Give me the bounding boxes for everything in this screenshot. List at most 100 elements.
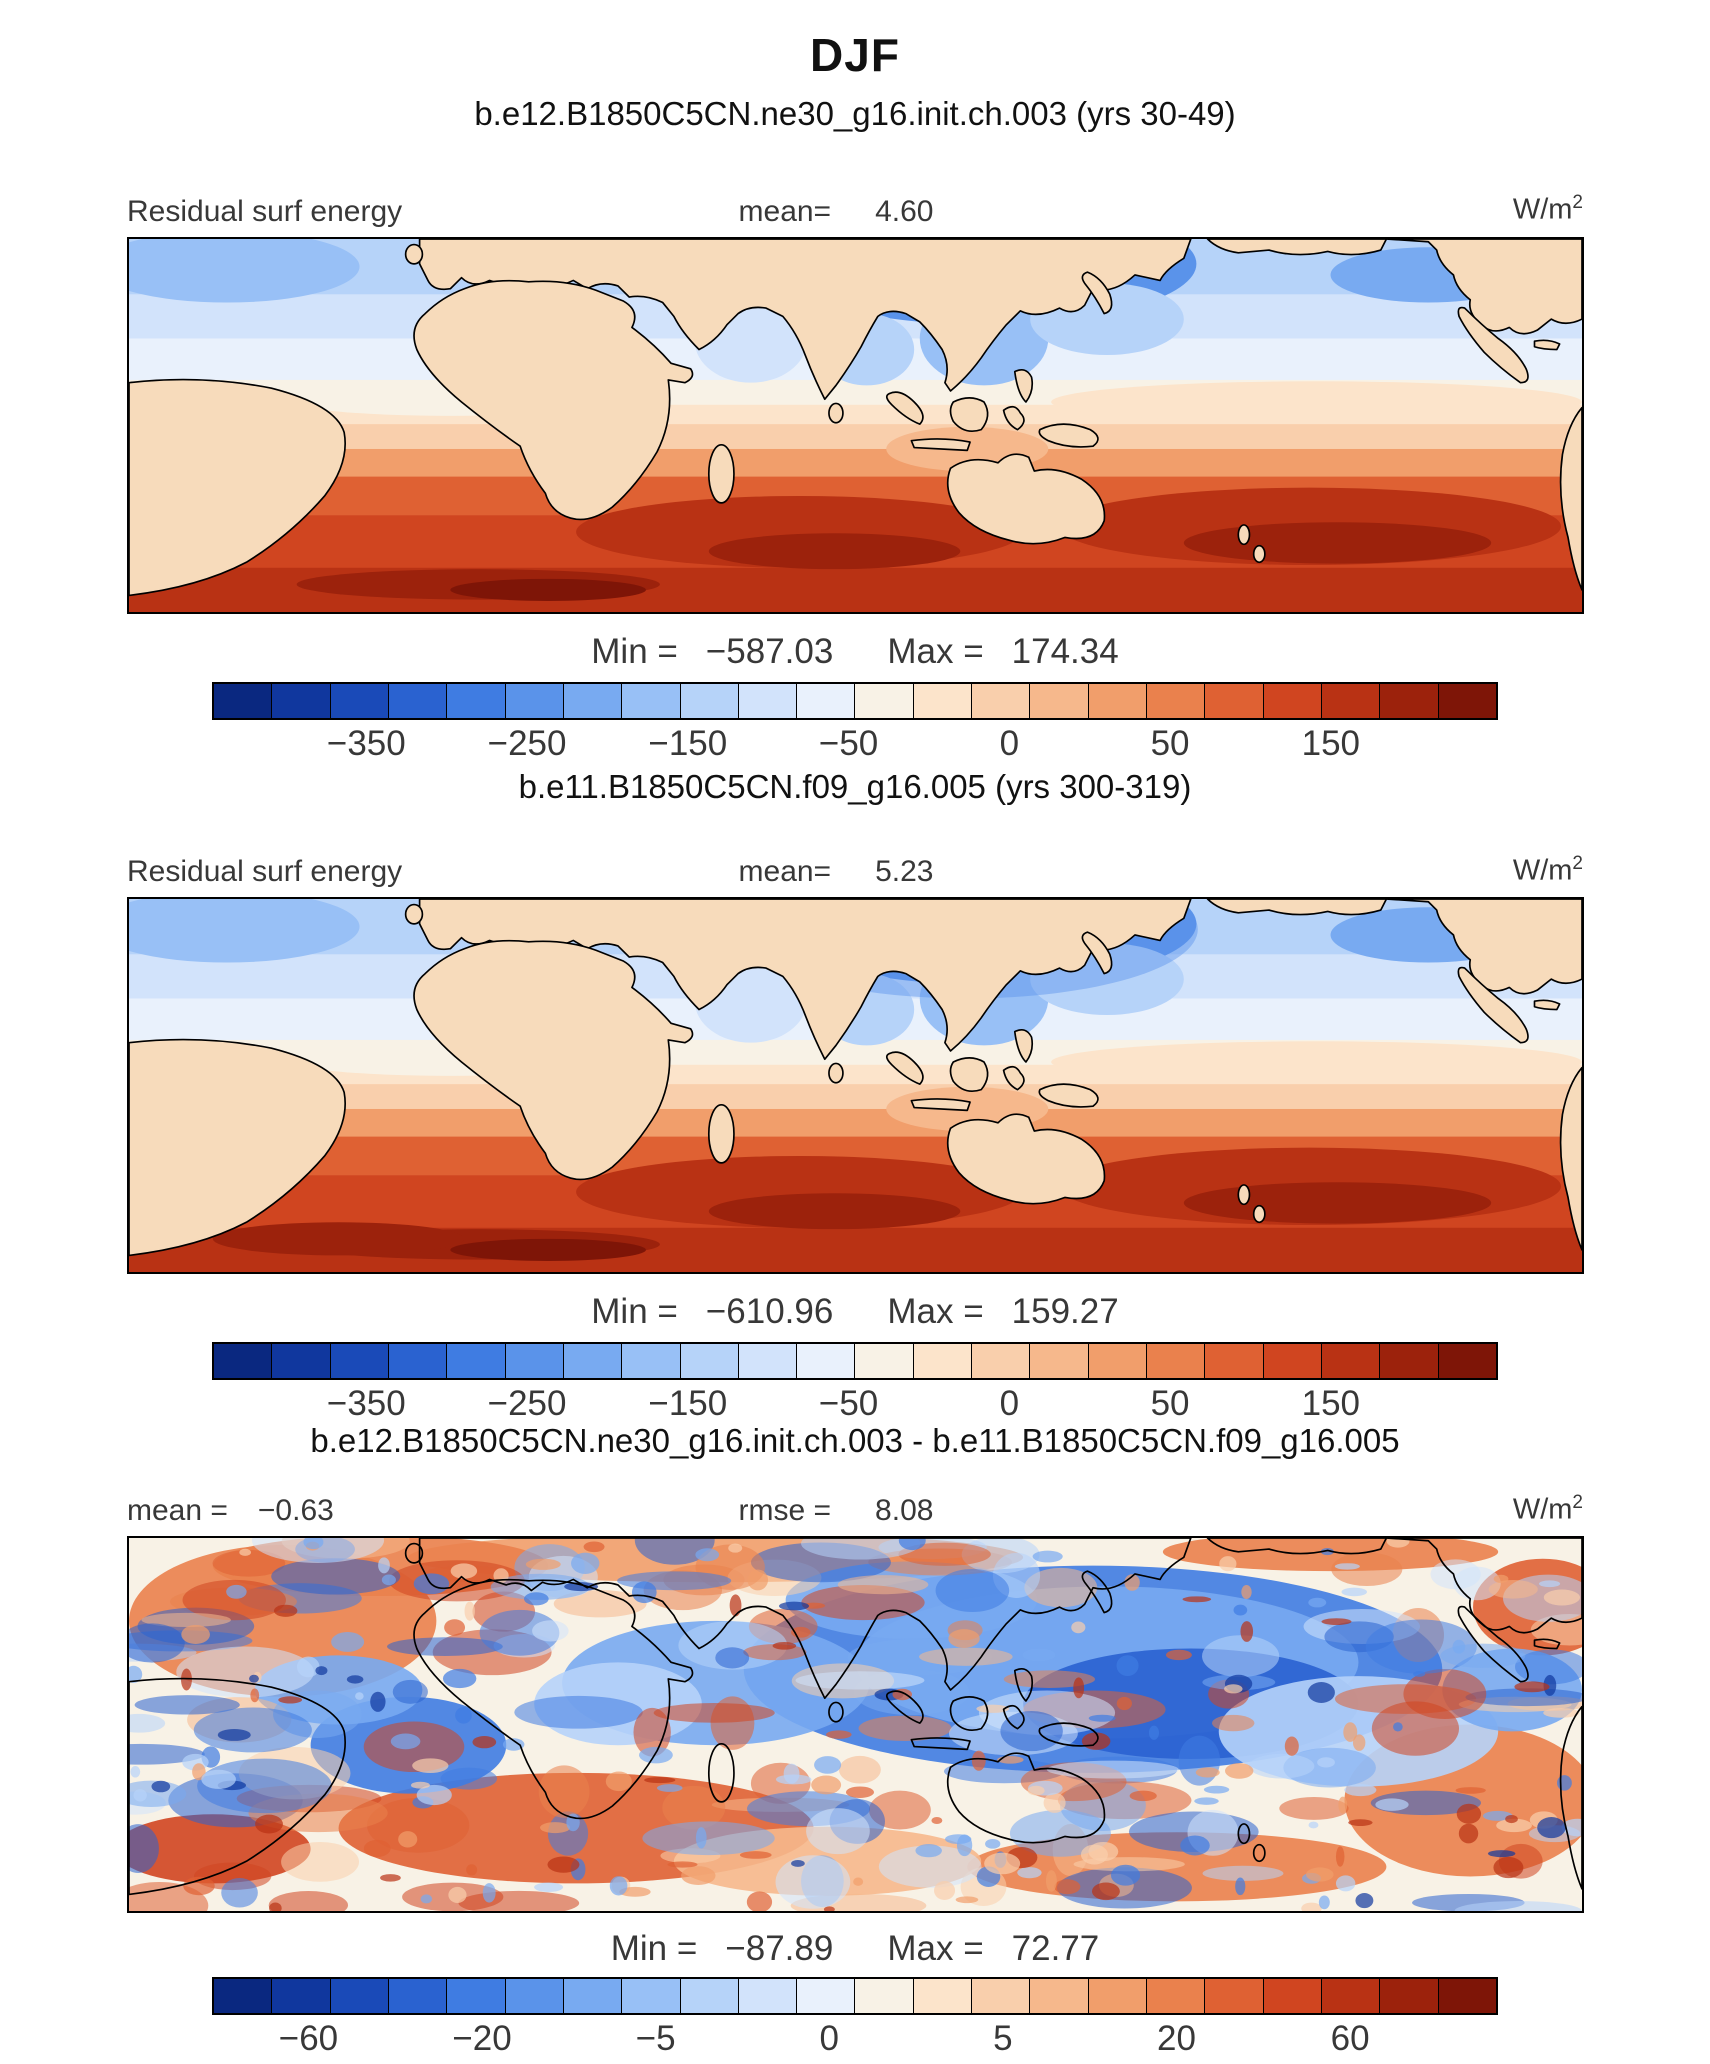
- island: [828, 402, 844, 424]
- colorbar-cell: [1204, 1344, 1263, 1379]
- continent-central_america: [1457, 306, 1529, 384]
- colorbar-cell: [1029, 1344, 1088, 1379]
- colorbar-cell: [1087, 683, 1146, 718]
- continent-cuba: [1533, 1638, 1561, 1650]
- colorbar-tick-label: −60: [278, 2019, 339, 2059]
- continent-australia: [946, 1752, 1106, 1844]
- rmse-value: 8.08: [875, 1494, 934, 1528]
- continent-sulawesi: [1002, 1066, 1025, 1091]
- colorbar-cell: [271, 1344, 330, 1379]
- colorbar-cell: [1379, 1344, 1438, 1379]
- colorbar-wrap-3: −60 −20 −5 0 5 20 60: [212, 1977, 1498, 2058]
- continents: [129, 1538, 1582, 1896]
- colorbar-cell: [504, 1979, 563, 2014]
- field-label: Residual surf energy: [127, 855, 403, 889]
- units-exponent: 2: [1572, 191, 1583, 213]
- continent-sulawesi: [1002, 405, 1025, 431]
- continent-japan: [1081, 931, 1113, 975]
- season-title: DJF: [810, 29, 900, 81]
- continent-south_america_east: [1559, 1706, 1582, 1891]
- island: [828, 1063, 844, 1085]
- island: [1252, 1844, 1266, 1863]
- mean-value: −0.63: [257, 1494, 334, 1528]
- min-label: Min =: [591, 1292, 678, 1332]
- continent-central_america: [1457, 1606, 1529, 1683]
- continent-africa: [413, 940, 694, 1181]
- colorbar-cell: [679, 1344, 738, 1379]
- contour-map-case1: [127, 236, 1584, 614]
- colorbar-cell: [1204, 1979, 1263, 2014]
- mean-readout: mean = −0.63: [127, 1494, 334, 1528]
- colorbar-tick-label: −350: [326, 723, 406, 763]
- colorbar-tick-label: 60: [1330, 2019, 1370, 2059]
- minmax-readout-3: Min = −87.89 Max = 72.77: [127, 1929, 1583, 1969]
- units-base: W/m: [1512, 854, 1573, 887]
- continent-alaska_chukotka: [1206, 1538, 1388, 1555]
- colorbar-cell: [912, 683, 972, 718]
- continent-new_guinea: [1038, 422, 1099, 448]
- colorbar-cell: [621, 1344, 680, 1379]
- units-label: W/m2: [1513, 853, 1583, 888]
- colorbar-cell: [1320, 1344, 1380, 1379]
- colorbar-ticks-case1: −350 −250 −150 −50 0 50 150: [212, 720, 1498, 763]
- colorbar-cell: [854, 683, 913, 718]
- difference-map: [127, 1536, 1584, 1914]
- continent-australia: [946, 1113, 1106, 1205]
- colorbar-cell: [971, 1979, 1030, 2014]
- colorbar-tick-label: −20: [452, 2019, 512, 2059]
- continent-cuba: [1533, 999, 1561, 1011]
- rmse-label: rmse =: [738, 1494, 832, 1528]
- colorbar-tick-label: −150: [648, 1384, 728, 1424]
- colorbar-cell: [1320, 1979, 1380, 2014]
- panel1-header: Residual surf energy mean= 4.60 W/m2: [127, 189, 1583, 231]
- colorbar-tick-label: −250: [487, 1384, 567, 1424]
- colorbar-ticks-case2: −350 −250 −150 −50 0 50 150: [212, 1380, 1498, 1423]
- units-exponent: 2: [1572, 1491, 1583, 1513]
- colorbar-tick-label: −150: [648, 723, 728, 763]
- units-base: W/m: [1512, 1493, 1573, 1526]
- minmax-readout-2: Min = −610.96 Max = 159.27: [127, 1292, 1583, 1332]
- minmax-readout-1: Min = −587.03 Max = 174.34: [127, 632, 1583, 672]
- continent-philippines: [1013, 1029, 1034, 1064]
- colorbar-cell: [679, 683, 738, 718]
- colorbar-cell: [971, 1344, 1030, 1379]
- island: [707, 1743, 735, 1804]
- continent-java: [910, 437, 971, 451]
- min-value: −610.96: [705, 1292, 834, 1332]
- min-value: −587.03: [705, 631, 834, 671]
- case-title-2: b.e11.B1850C5CN.f09_g16.005 (yrs 300-319…: [518, 767, 1192, 805]
- colorbar-cell: [387, 1344, 447, 1379]
- max-label: Max =: [887, 1292, 984, 1332]
- colorbar-cell: [1029, 683, 1088, 718]
- continent-alaska_chukotka: [1206, 899, 1388, 916]
- colorbar-cell: [504, 683, 563, 718]
- colorbar-cell: [796, 1979, 855, 2014]
- continent-philippines: [1013, 1668, 1034, 1703]
- continent-africa: [413, 1579, 694, 1820]
- units-label: W/m2: [1513, 192, 1583, 227]
- colorbar-cell: [1204, 683, 1263, 718]
- colorbar-cell: [971, 683, 1030, 718]
- continent-south_america_east: [1559, 406, 1582, 591]
- continent-new_guinea: [1038, 1083, 1099, 1109]
- mean-readout: mean= 5.23: [739, 855, 934, 889]
- colorbar-tick-label: 5: [993, 2019, 1013, 2059]
- colorbar-cell: [1379, 683, 1438, 718]
- colorbar-tick-label: −350: [326, 1384, 406, 1424]
- mean-value: 4.60: [875, 194, 934, 228]
- continent-sulawesi: [1002, 1705, 1025, 1730]
- colorbar-cell: [1146, 683, 1205, 718]
- continent-sumatra: [885, 1051, 924, 1086]
- island: [1252, 544, 1266, 563]
- continent-borneo: [949, 1057, 989, 1093]
- island: [1237, 1184, 1251, 1206]
- colorbar-cell: [1437, 1344, 1496, 1379]
- continent-philippines: [1013, 368, 1034, 403]
- colorbar-cell: [387, 1979, 447, 2014]
- colorbar-tick-label: −250: [487, 723, 567, 763]
- mean-readout: mean= 4.60: [739, 195, 934, 229]
- max-value: 159.27: [1011, 1292, 1119, 1332]
- continent-sumatra: [885, 390, 924, 425]
- colorbar-tick-label: −50: [818, 723, 879, 763]
